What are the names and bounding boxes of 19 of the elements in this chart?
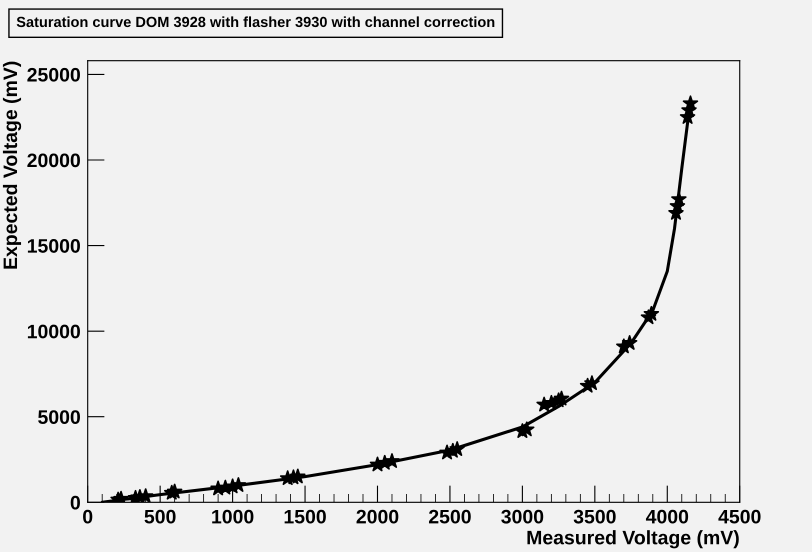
x-tick-label: 3000 (501, 510, 544, 524)
x-tick-label: 2500 (428, 510, 471, 524)
x-tick-label: 4500 (718, 510, 761, 524)
x-tick-label: 3500 (574, 510, 616, 524)
x-tick-label: 1000 (212, 510, 254, 524)
x-tick-label: 500 (144, 510, 176, 524)
y-tick-label: 15000 (28, 239, 80, 253)
y-tick-label: 10000 (28, 324, 80, 338)
y-tick-label: 20000 (27, 153, 80, 168)
y-axis-title: Expected Voltage (mV) (2, 62, 22, 269)
y-tick-label: 25000 (27, 68, 80, 82)
x-tick-label: 1500 (284, 510, 326, 524)
x-tick-label: 4000 (646, 510, 688, 524)
y-tick-label: 0 (70, 496, 80, 510)
y-tick-label: 5000 (38, 410, 80, 424)
x-axis-title: Measured Voltage (mV) (527, 530, 739, 548)
chart-title: Saturation curve DOM 3928 with flasher 3930 with channel correction (16, 16, 494, 28)
x-tick-label: 0 (83, 510, 92, 524)
x-tick-label: 2000 (356, 510, 398, 524)
